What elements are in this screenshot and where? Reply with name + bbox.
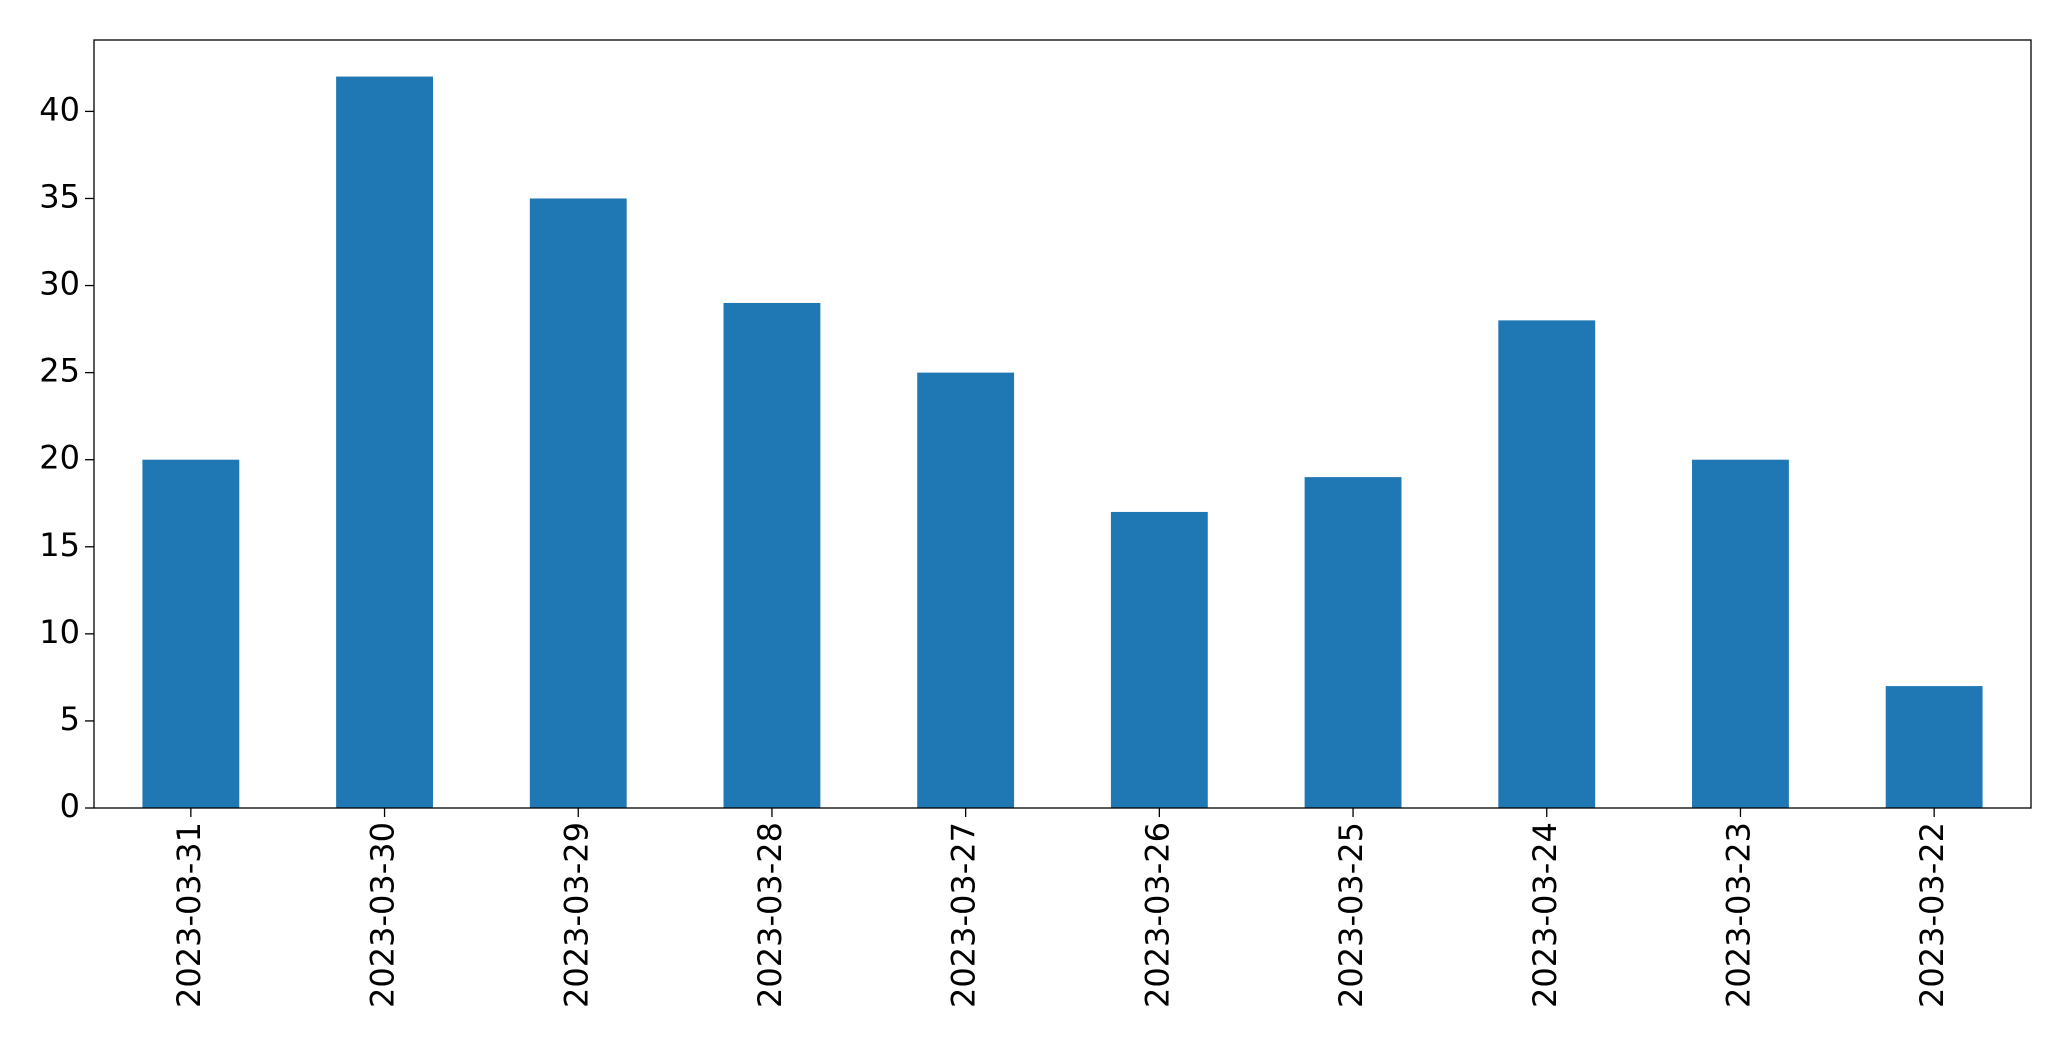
- bar: [1692, 459, 1789, 808]
- x-tick-label: 2023-03-27: [945, 822, 983, 1008]
- y-tick-label: 0: [60, 787, 80, 825]
- bar: [1885, 686, 1983, 808]
- y-tick-label: 40: [39, 90, 80, 128]
- y-tick-label: 35: [39, 177, 80, 215]
- y-tick-label: 30: [39, 265, 80, 303]
- plot-frame: [93, 39, 2032, 809]
- y-tick-label: 5: [60, 700, 80, 738]
- x-tick-label: 2023-03-29: [557, 822, 595, 1008]
- bar: [917, 372, 1015, 808]
- x-tick-label: 2023-03-25: [1332, 822, 1370, 1008]
- x-tick-label: 2023-03-30: [364, 822, 402, 1008]
- bar: [723, 302, 821, 808]
- bar: [529, 198, 627, 808]
- y-tick-label: 10: [39, 613, 80, 651]
- bar: [142, 459, 240, 808]
- bar: [1304, 477, 1402, 808]
- x-tick-label: 2023-03-24: [1526, 822, 1564, 1008]
- bar: [1498, 320, 1596, 808]
- y-tick-label: 25: [39, 352, 80, 390]
- x-tick-label: 2023-03-31: [170, 822, 208, 1008]
- bar: [336, 76, 433, 809]
- x-tick-label: 2023-03-22: [1913, 822, 1951, 1008]
- y-tick-label: 15: [39, 526, 80, 564]
- x-tick-label: 2023-03-28: [751, 822, 789, 1008]
- bar: [1110, 511, 1208, 808]
- x-tick-label: 2023-03-26: [1138, 822, 1176, 1008]
- y-tick-label: 20: [39, 439, 80, 477]
- x-tick-label: 2023-03-23: [1719, 822, 1757, 1008]
